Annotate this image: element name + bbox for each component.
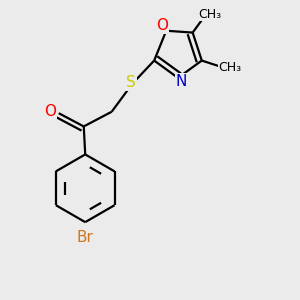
Text: CH₃: CH₃ bbox=[218, 61, 241, 74]
Text: N: N bbox=[176, 74, 187, 89]
Text: Br: Br bbox=[77, 230, 94, 245]
Text: CH₃: CH₃ bbox=[198, 8, 222, 20]
Text: O: O bbox=[156, 18, 168, 33]
Text: O: O bbox=[44, 104, 56, 119]
Text: S: S bbox=[126, 75, 136, 90]
